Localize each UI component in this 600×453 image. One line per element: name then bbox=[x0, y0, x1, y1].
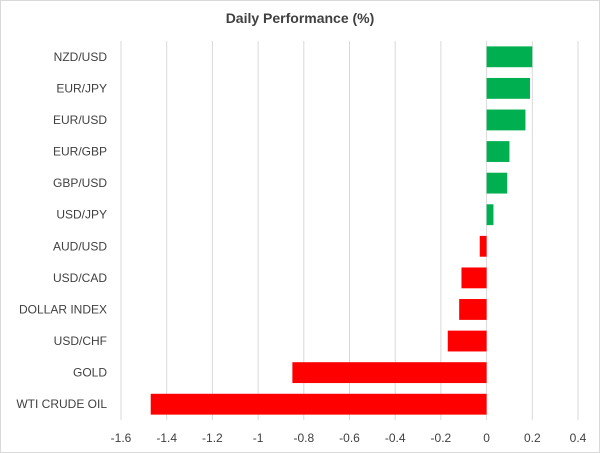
category-label: AUD/USD bbox=[53, 239, 107, 253]
x-tick-label: -0.2 bbox=[431, 431, 452, 445]
category-label: USD/JPY bbox=[56, 208, 107, 222]
bar-usd-cad bbox=[461, 267, 487, 289]
x-tick-label: -0.4 bbox=[385, 431, 406, 445]
category-label: GOLD bbox=[73, 366, 107, 380]
x-tick-label: 0 bbox=[483, 431, 490, 445]
category-label: EUR/USD bbox=[53, 113, 107, 127]
x-tick-label: -0.6 bbox=[339, 431, 360, 445]
bar-aud-usd bbox=[479, 235, 487, 257]
x-tick-labels: -1.6 -1.4 -1.2 -1 -0.8 -0.6 -0.4 -0.2 0 0.2 0.4 bbox=[111, 431, 587, 445]
bar-eur-usd bbox=[486, 109, 526, 131]
category-label: WTI CRUDE OIL bbox=[16, 397, 107, 411]
bar-dollar-index bbox=[459, 299, 487, 320]
x-tick-label: -1.4 bbox=[156, 431, 177, 445]
bar-eur-gbp bbox=[486, 141, 510, 162]
x-tick-label: 0.4 bbox=[570, 431, 587, 445]
x-tick-label: -1.2 bbox=[202, 431, 223, 445]
chart-title: Daily Performance (%) bbox=[225, 10, 375, 26]
bar-wti-crude-oil bbox=[150, 393, 487, 415]
x-tick-label: 0.2 bbox=[524, 431, 541, 445]
bar-usd-jpy bbox=[486, 204, 494, 226]
category-label: USD/CHF bbox=[54, 334, 107, 348]
category-label: EUR/JPY bbox=[56, 81, 107, 95]
category-label: DOLLAR INDEX bbox=[19, 302, 107, 316]
bar-eur-jpy bbox=[486, 77, 531, 99]
x-tick-label: -1 bbox=[253, 431, 264, 445]
category-labels: NZD/USD EUR/JPY EUR/USD EUR/GBP GBP/USD USD/J… bbox=[16, 50, 107, 411]
category-label: GBP/USD bbox=[53, 176, 107, 190]
category-label: USD/CAD bbox=[53, 271, 107, 285]
bar-gold bbox=[292, 362, 487, 384]
x-tick-label: -0.8 bbox=[293, 431, 314, 445]
bar-nzd-usd bbox=[486, 46, 533, 68]
x-tick-label: -1.6 bbox=[111, 431, 132, 445]
bar-gbp-usd bbox=[486, 172, 508, 194]
bar-usd-chf bbox=[447, 330, 487, 352]
bars bbox=[150, 46, 533, 415]
gridlines bbox=[120, 41, 579, 420]
category-label: NZD/USD bbox=[54, 50, 108, 64]
category-label: EUR/GBP bbox=[53, 145, 107, 159]
